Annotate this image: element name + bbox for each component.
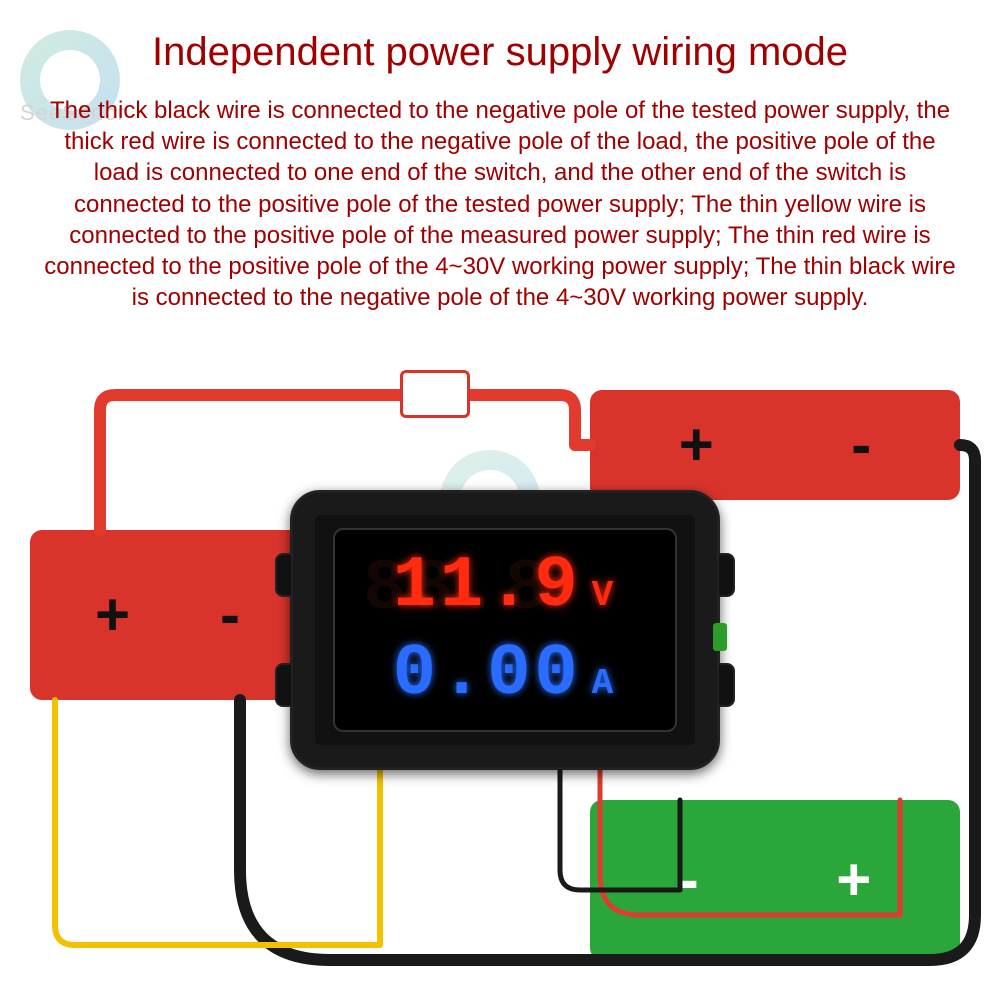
- current-unit: A: [592, 663, 618, 704]
- tested-power-supply: + -: [30, 530, 305, 700]
- voltage-unit: V: [592, 575, 618, 616]
- switch-icon: [400, 370, 470, 418]
- current-readout: 0.00 A: [393, 633, 617, 715]
- plus-icon: +: [679, 415, 714, 475]
- page-title: Independent power supply wiring mode: [0, 30, 1000, 75]
- plus-icon: +: [836, 850, 871, 910]
- working-power-supply: - +: [590, 800, 960, 960]
- wiring-diagram: + - + - - + 88.8 11.9 V 0.00 A: [0, 370, 1000, 990]
- minus-icon: -: [679, 850, 699, 910]
- instruction-text: The thick black wire is connected to the…: [40, 95, 960, 313]
- minus-icon: -: [851, 415, 871, 475]
- load-block: + -: [590, 390, 960, 500]
- plus-icon: +: [95, 585, 130, 645]
- voltammeter: 88.8 11.9 V 0.00 A: [290, 490, 720, 770]
- current-value: 0.00: [393, 633, 582, 715]
- minus-icon: -: [220, 585, 240, 645]
